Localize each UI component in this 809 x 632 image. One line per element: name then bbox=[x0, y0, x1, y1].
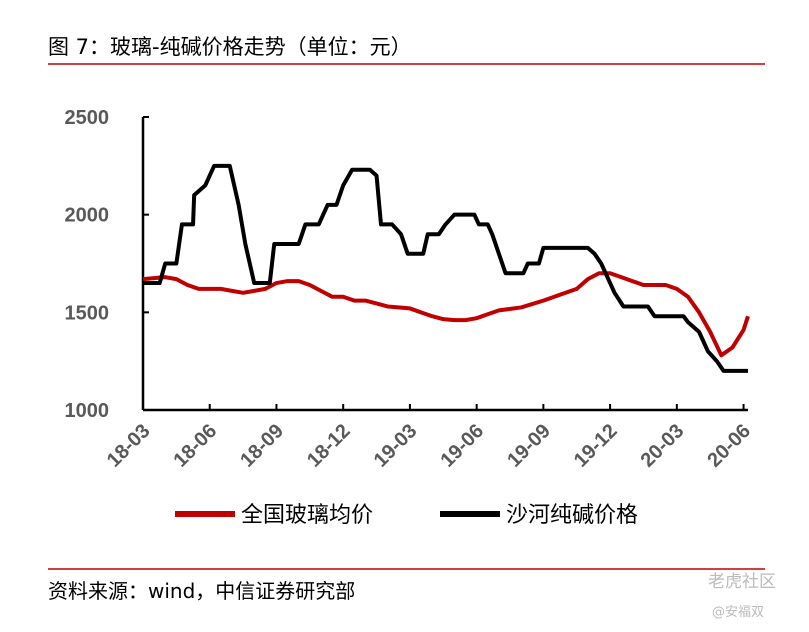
x-tick-label: 18-03 bbox=[103, 420, 155, 472]
x-tick-label: 18-12 bbox=[303, 420, 355, 472]
x-tick-label: 18-06 bbox=[170, 420, 222, 472]
x-tick-label: 19-09 bbox=[503, 420, 555, 472]
y-tick-label: 1500 bbox=[65, 302, 110, 324]
x-tick-label: 18-09 bbox=[236, 420, 288, 472]
line-series bbox=[143, 163, 748, 373]
y-tick-label: 2500 bbox=[65, 107, 110, 129]
x-tick-label: 19-06 bbox=[436, 420, 488, 472]
y-tick-label: 1000 bbox=[65, 400, 110, 422]
chart-title: 图 7：玻璃-纯碱价格走势（单位：元） bbox=[48, 35, 412, 59]
legend-label: 全国玻璃均价 bbox=[241, 503, 373, 528]
watermark-user: @安福双 bbox=[712, 605, 764, 620]
x-tick-label: 19-03 bbox=[370, 420, 422, 472]
line-series bbox=[142, 271, 750, 358]
x-tick-label: 20-06 bbox=[703, 420, 755, 472]
source: 资料来源：wind，中信证券研究部 bbox=[48, 579, 355, 603]
watermark: 老虎社区 bbox=[708, 572, 776, 592]
legend-label: 沙河纯碱价格 bbox=[506, 503, 638, 528]
x-tick-label: 20-03 bbox=[637, 420, 689, 472]
y-tick-label: 2000 bbox=[65, 205, 110, 227]
x-tick-label: 19-12 bbox=[570, 420, 622, 472]
